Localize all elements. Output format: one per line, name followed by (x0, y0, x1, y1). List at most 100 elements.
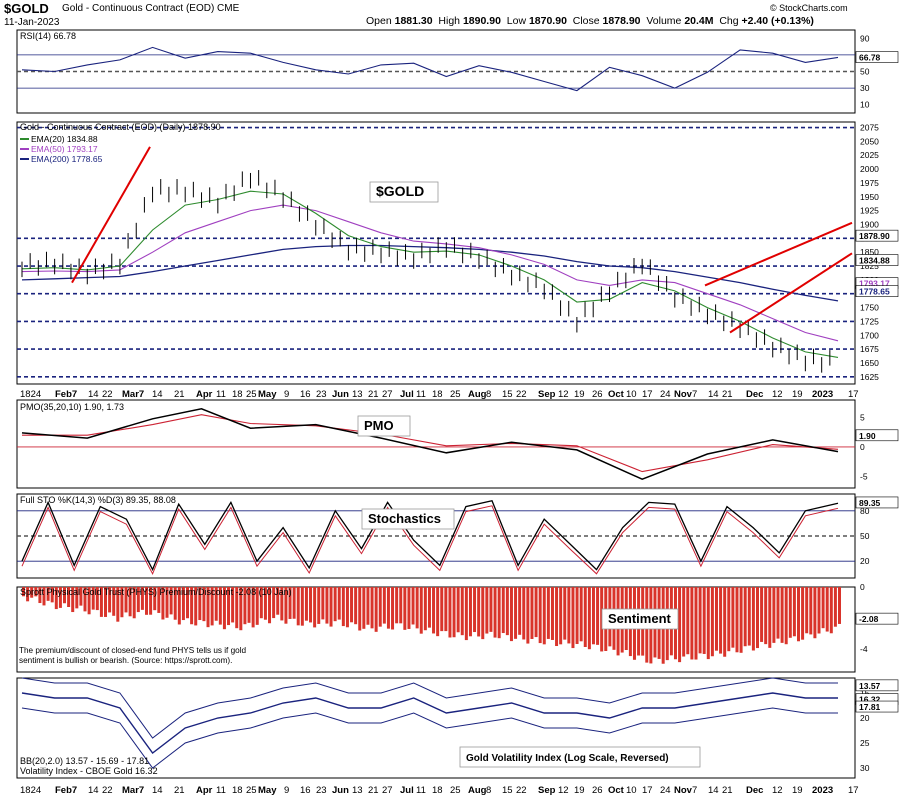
bottom-x-axis-label: Apr (196, 785, 213, 796)
sentiment-bar (563, 587, 567, 640)
bottom-x-axis-label: 13 (352, 785, 363, 796)
price-tick-label: 1975 (860, 178, 879, 188)
bottom-x-axis-label: Nov (674, 785, 693, 796)
symbol-description: Gold - Continuous Contract (EOD) CME (62, 3, 240, 14)
sentiment-bar (596, 587, 600, 645)
ema200-line (21, 244, 839, 302)
sentiment-bar (186, 587, 190, 619)
bottom-x-axis-label: 23 (316, 785, 327, 796)
pmo-label: PMO(35,20,10) 1.90, 1.73 (20, 402, 124, 412)
vix-tick-label: 15 (860, 688, 870, 698)
sentiment-bar (809, 587, 813, 635)
sentiment-bar (530, 587, 534, 639)
sto-tick-label: 20 (860, 556, 870, 566)
sentiment-bar (559, 587, 563, 645)
x-axis-label: 18 (432, 389, 443, 400)
watermark: © StockCharts.com (770, 3, 848, 13)
x-axis-label: 7 (692, 389, 697, 400)
bottom-x-axis-label: 10 (626, 785, 637, 796)
sentiment-bar (801, 587, 805, 640)
bottom-x-axis-label: Sep (538, 785, 556, 796)
sentiment-bar (292, 587, 296, 619)
ema200-value-label: 1778.65 (859, 287, 890, 297)
sentiment-bar (42, 587, 46, 606)
sentiment-bar (538, 587, 542, 644)
bottom-x-axis-label: Mar7 (122, 785, 144, 796)
sentiment-bar (235, 587, 239, 629)
x-axis-label: 14 (88, 389, 99, 400)
x-axis-label: 17 (642, 389, 653, 400)
sentiment-bar (304, 587, 308, 621)
x-axis-label: 25 (450, 389, 461, 400)
bb-upper-line (21, 677, 838, 739)
x-axis-label: 21 (722, 389, 733, 400)
sentiment-bar (333, 587, 337, 622)
sentiment-bar (739, 587, 743, 653)
x-axis-label: 17 (848, 389, 859, 400)
vix-tick-label: 30 (860, 763, 870, 773)
rsi-label: RSI(14) 66.78 (20, 31, 76, 41)
sentiment-bar (727, 587, 731, 652)
sentiment-bar (784, 587, 788, 645)
bottom-x-axis-label: Feb7 (55, 785, 77, 796)
bottom-x-axis-label: 22 (102, 785, 113, 796)
sentiment-bar (591, 587, 595, 645)
sentiment-bar (366, 587, 370, 625)
sentiment-bar (22, 587, 25, 597)
sentiment-bar (276, 587, 280, 615)
price-tick-label: 1700 (860, 330, 879, 340)
x-axis-label: 12 (772, 389, 783, 400)
sentiment-bar (411, 587, 415, 625)
sentiment-bar (272, 587, 276, 619)
x-axis-label: Oct (608, 389, 625, 400)
vix-panel-title: Gold Volatility Index (Log Scale, Revers… (466, 753, 669, 764)
sentiment-bar (104, 587, 108, 617)
bottom-x-axis-label: 8 (486, 785, 491, 796)
sentiment-bar (263, 587, 267, 620)
sentiment-bar (337, 587, 341, 620)
bottom-x-axis-label: Oct (608, 785, 625, 796)
sentiment-bar (173, 587, 177, 620)
sentiment-bar (214, 587, 218, 621)
sentiment-bar (485, 587, 489, 634)
sentiment-bar (116, 587, 120, 622)
sentiment-bar (370, 587, 374, 629)
bottom-x-axis-label: 14 (152, 785, 163, 796)
price-panel-title: $GOLD (376, 183, 424, 199)
sentiment-bar (792, 587, 796, 637)
sentiment-bar (423, 587, 427, 631)
sentiment-bar (534, 587, 538, 638)
bb-lower-value: 17.81 (859, 702, 881, 712)
sentiment-bar (136, 587, 140, 613)
pmo-line (21, 408, 839, 481)
price-tick-label: 2075 (860, 123, 879, 133)
price-tick-label: 1625 (860, 372, 879, 382)
sentiment-bar (731, 587, 735, 648)
sentiment-bar (296, 587, 300, 626)
sentiment-bar (747, 587, 751, 646)
sentiment-bar (63, 587, 67, 604)
x-axis-label: 2023 (812, 389, 833, 400)
sentiment-bar (358, 587, 362, 631)
sentiment-bar (575, 587, 579, 644)
sentiment-bar (706, 587, 710, 660)
bottom-x-axis-label: 26 (592, 785, 603, 796)
sentiment-bar (26, 587, 30, 602)
x-axis-label: 24 (660, 389, 671, 400)
sentiment-bar (714, 587, 718, 651)
sentiment-bar (509, 587, 513, 642)
bottom-x-axis-label: 15 (502, 785, 513, 796)
sentiment-bar (341, 587, 345, 627)
price-tick-label: 2000 (860, 164, 879, 174)
x-axis-label: Dec (746, 389, 763, 400)
x-axis-label: Jun (332, 389, 349, 400)
bottom-x-axis-label: 12 (772, 785, 783, 796)
sentiment-bar (202, 587, 206, 622)
vix-line (21, 692, 838, 754)
sentiment-bar (473, 587, 477, 633)
sentiment-bar (501, 587, 505, 634)
sentiment-bar (432, 587, 436, 634)
sentiment-bar (796, 587, 800, 642)
sentiment-bar (776, 587, 780, 639)
